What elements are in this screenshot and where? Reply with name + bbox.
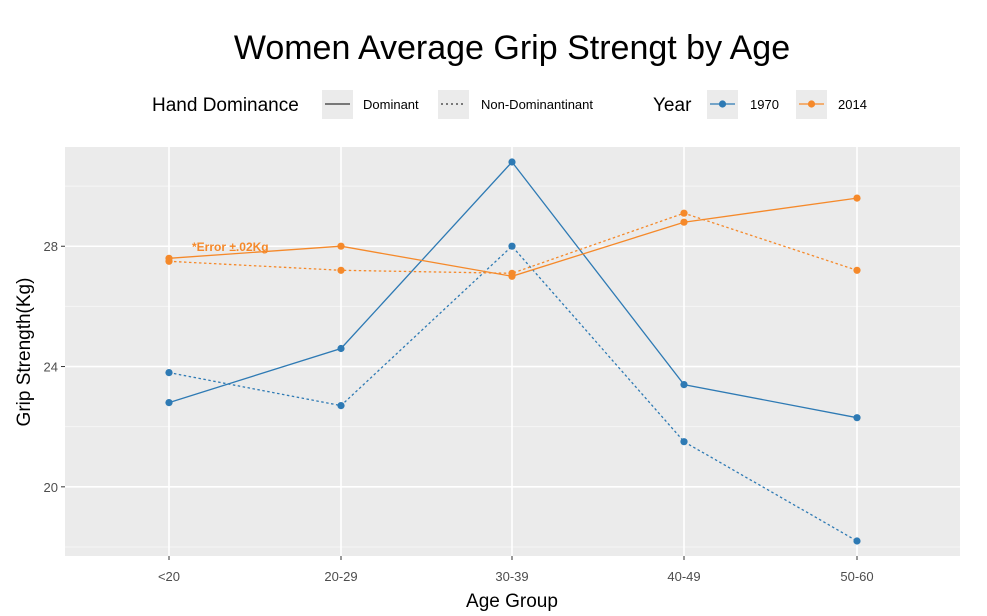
data-point-1970-non-dominant (508, 242, 516, 250)
error-annotation: *Error ±.02Kg (192, 240, 269, 254)
x-axis-title: Age Group (466, 591, 558, 612)
legend-swatch-1970-point (718, 100, 727, 108)
x-tick-label: 30-39 (495, 569, 528, 584)
data-point-1970-non-dominant (165, 369, 173, 377)
data-point-2014-non-dominant (508, 269, 516, 277)
data-point-1970-non-dominant (853, 537, 861, 545)
y-axis-title: Grip Strength(Kg) (14, 278, 35, 427)
data-point-1970-dominant (680, 381, 688, 389)
data-point-2014-dominant (680, 218, 688, 226)
x-tick-label: 50-60 (840, 569, 873, 584)
y-tick-label: 28 (44, 239, 58, 254)
data-point-2014-non-dominant (680, 209, 688, 217)
series-points (165, 158, 861, 545)
data-point-2014-dominant (853, 194, 861, 202)
y-axis: 20 24 28 (44, 239, 65, 495)
x-axis: <20 20-29 30-39 40-49 50-60 (158, 556, 874, 584)
x-tick-label: <20 (158, 569, 180, 584)
data-point-1970-dominant (508, 158, 516, 166)
data-point-1970-non-dominant (337, 402, 345, 410)
data-point-2014-non-dominant (853, 266, 861, 274)
y-tick-label: 24 (44, 360, 58, 375)
legend-swatch-2014-point (807, 100, 816, 108)
legend-title-year: Year (653, 95, 692, 116)
legend-title-hand-dominance: Hand Dominance (152, 95, 299, 116)
legend-label-1970: 1970 (750, 97, 779, 112)
legend: Hand Dominance Dominant Non-Dominantinan… (152, 90, 867, 119)
legend-label-dominant: Dominant (363, 97, 419, 112)
data-point-1970-dominant (853, 414, 861, 422)
x-tick-label: 40-49 (667, 569, 700, 584)
data-point-1970-dominant (165, 399, 173, 407)
legend-label-2014: 2014 (838, 97, 867, 112)
legend-label-non-dominant: Non-Dominantinant (481, 97, 593, 112)
series-line-1970-non-dominant (168, 245, 858, 542)
chart-title: Women Average Grip Strengt by Age (234, 29, 790, 67)
legend-key-non-dominant (438, 90, 469, 119)
x-tick-label: 20-29 (324, 569, 357, 584)
data-point-1970-non-dominant (680, 438, 688, 446)
data-point-2014-non-dominant (337, 266, 345, 274)
data-point-1970-dominant (337, 344, 345, 353)
data-point-2014-dominant (337, 242, 345, 250)
series-line-2014-non-dominant (168, 212, 858, 274)
y-tick-label: 20 (44, 480, 58, 495)
data-point-2014-non-dominant (165, 257, 173, 265)
